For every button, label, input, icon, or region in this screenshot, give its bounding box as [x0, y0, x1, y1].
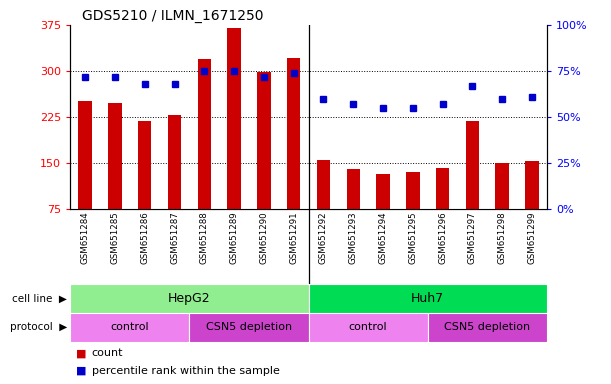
- Bar: [436, 167, 449, 209]
- Text: GSM651294: GSM651294: [379, 212, 387, 264]
- Bar: [309, 313, 428, 342]
- Text: GSM651296: GSM651296: [438, 212, 447, 264]
- Text: control: control: [349, 322, 387, 333]
- Text: GSM651293: GSM651293: [349, 212, 357, 264]
- Bar: [466, 121, 479, 209]
- Bar: [138, 121, 152, 209]
- Text: protocol  ▶: protocol ▶: [10, 322, 67, 333]
- Bar: [108, 103, 122, 209]
- Text: GSM651297: GSM651297: [468, 212, 477, 264]
- Bar: [525, 161, 539, 209]
- Text: GSM651289: GSM651289: [230, 212, 238, 264]
- Text: ■: ■: [76, 348, 87, 358]
- Text: CSN5 depletion: CSN5 depletion: [206, 322, 292, 333]
- Text: CSN5 depletion: CSN5 depletion: [444, 322, 530, 333]
- Text: GSM651288: GSM651288: [200, 212, 209, 264]
- Text: HepG2: HepG2: [168, 292, 211, 305]
- Bar: [78, 101, 92, 209]
- Bar: [70, 313, 189, 342]
- Bar: [70, 284, 309, 313]
- Text: GSM651290: GSM651290: [260, 212, 268, 264]
- Text: cell line  ▶: cell line ▶: [12, 293, 67, 304]
- Text: GSM651298: GSM651298: [498, 212, 507, 264]
- Text: percentile rank within the sample: percentile rank within the sample: [92, 366, 279, 376]
- Bar: [376, 174, 390, 209]
- Text: GSM651287: GSM651287: [170, 212, 179, 264]
- Text: control: control: [111, 322, 149, 333]
- Bar: [346, 169, 360, 209]
- Text: GSM651295: GSM651295: [408, 212, 417, 264]
- Text: GSM651291: GSM651291: [289, 212, 298, 264]
- Bar: [227, 28, 241, 209]
- Bar: [168, 115, 181, 209]
- Bar: [428, 313, 547, 342]
- Text: GDS5210 / ILMN_1671250: GDS5210 / ILMN_1671250: [82, 9, 264, 23]
- Text: ■: ■: [76, 366, 87, 376]
- Text: GSM651299: GSM651299: [527, 212, 536, 264]
- Text: GSM651284: GSM651284: [81, 212, 90, 264]
- Bar: [197, 59, 211, 209]
- Bar: [496, 163, 509, 209]
- Bar: [406, 172, 420, 209]
- Text: GSM651286: GSM651286: [141, 212, 149, 264]
- Bar: [287, 58, 301, 209]
- Bar: [189, 313, 309, 342]
- Bar: [309, 284, 547, 313]
- Text: Huh7: Huh7: [411, 292, 444, 305]
- Text: count: count: [92, 348, 123, 358]
- Text: GSM651285: GSM651285: [111, 212, 119, 264]
- Bar: [316, 160, 330, 209]
- Text: GSM651292: GSM651292: [319, 212, 328, 264]
- Bar: [257, 72, 271, 209]
